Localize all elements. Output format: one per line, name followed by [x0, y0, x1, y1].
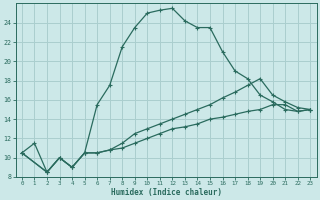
- X-axis label: Humidex (Indice chaleur): Humidex (Indice chaleur): [111, 188, 221, 197]
